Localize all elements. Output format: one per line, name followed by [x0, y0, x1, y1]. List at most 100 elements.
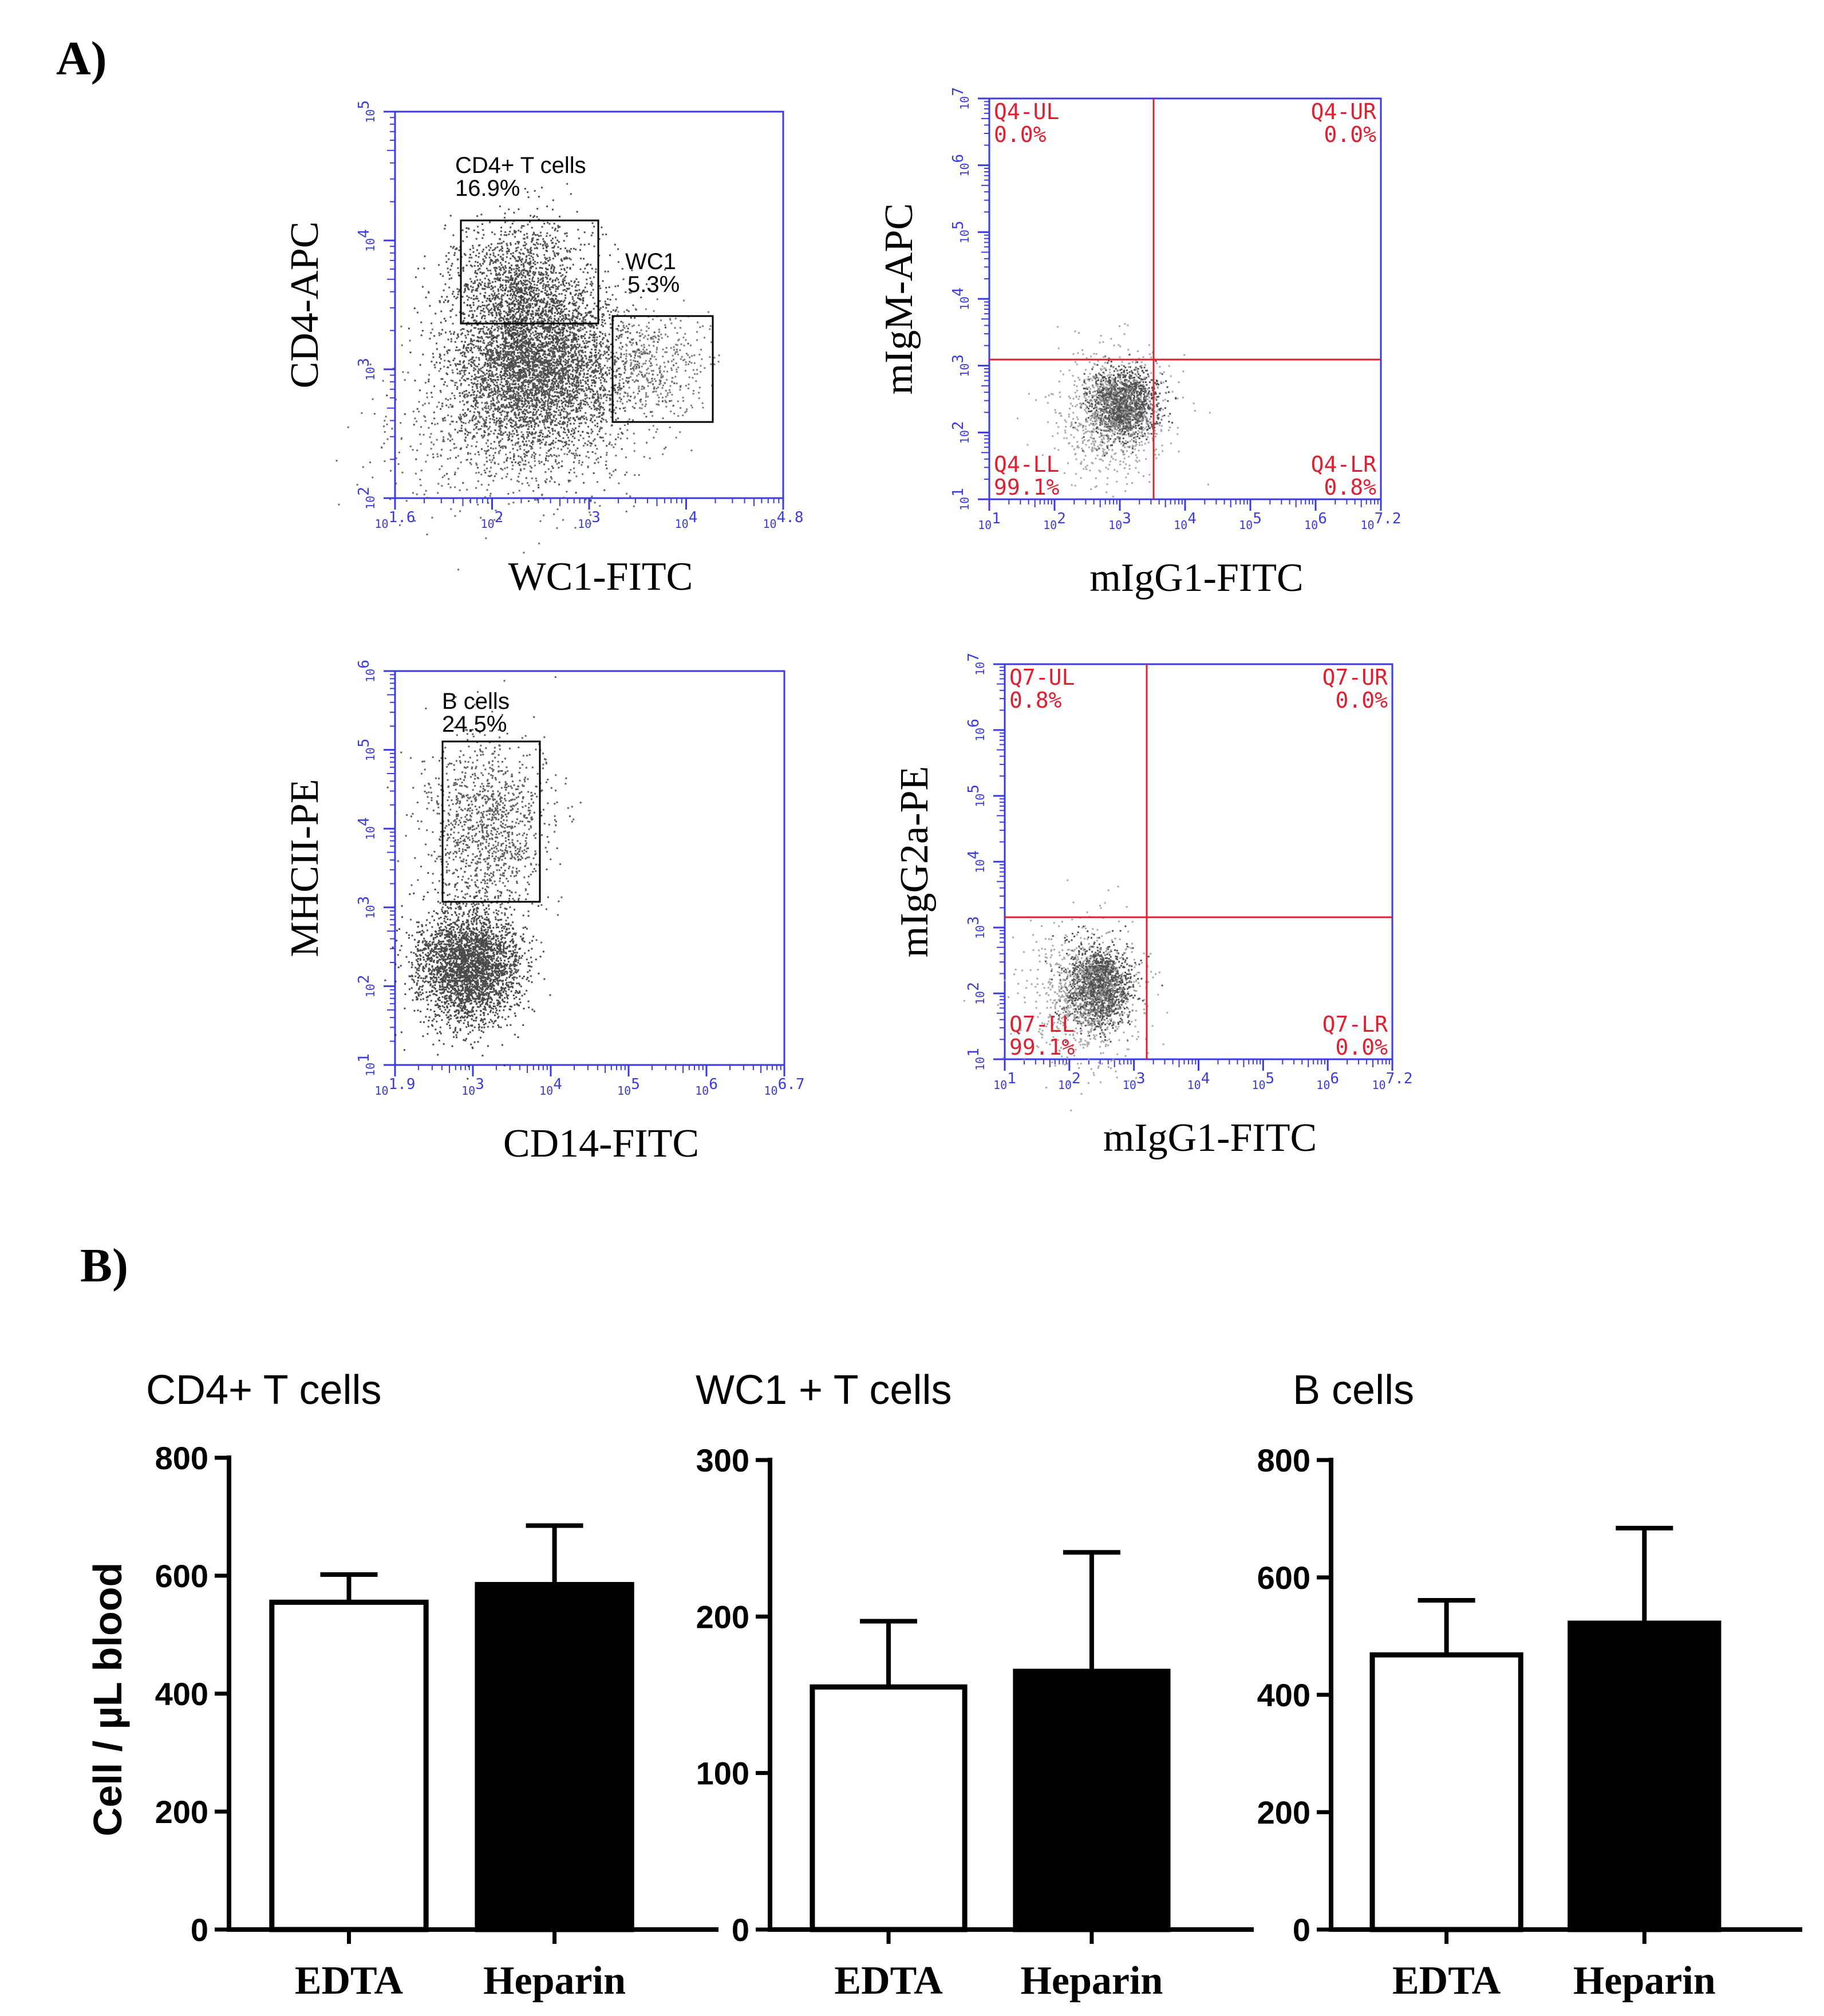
- x-tick-label: 106: [1316, 1070, 1339, 1092]
- bar-edta: [1369, 1652, 1523, 1932]
- quadrant-pct-ul: 0.0%: [994, 122, 1047, 147]
- gate-b-cells: [441, 740, 541, 903]
- y-tick-label: 103: [356, 896, 377, 919]
- y-tick-label: 101: [965, 1048, 987, 1071]
- quadrant-pct-ur: 0.0%: [1335, 688, 1388, 713]
- x-axis-title: mIgG1-FITC: [1103, 1116, 1317, 1160]
- y-tick-label: 800: [1257, 1442, 1310, 1478]
- x-tick-label: 101: [978, 510, 1001, 532]
- y-tick-label: 104: [950, 287, 972, 310]
- x-tick-label: 107.2: [1360, 510, 1401, 532]
- x-axis-title: WC1-FITC: [508, 555, 693, 599]
- bar-chart-bcells: B cells 0 200 400 600 800 EDTA Heparin: [1257, 1367, 1802, 2003]
- x-tick-label: 104: [1174, 510, 1197, 532]
- y-axis-title: MHCII-PE: [283, 779, 327, 957]
- x-tick-label: 105: [1239, 510, 1262, 532]
- y-tick-label: 102: [965, 982, 987, 1005]
- quadrant-label-ll: Q4-LL: [994, 452, 1059, 477]
- panel-label-a: A): [56, 32, 107, 85]
- chart-title: WC1 + T cells: [696, 1367, 952, 1413]
- event-cluster-mhcii-low: [384, 869, 551, 1080]
- x-tick-label: EDTA: [295, 1959, 404, 2003]
- x-tick-label: EDTA: [834, 1959, 943, 2003]
- chart-title: B cells: [1293, 1367, 1414, 1413]
- x-tick-label: 104: [539, 1076, 562, 1098]
- y-tick-label: 105: [356, 739, 377, 762]
- bar-chart-cd4: CD4+ T cells 0 200 400 600 800 Cell / µL blood…: [85, 1367, 718, 2003]
- quadrant-pct-ll: 99.1%: [1009, 1035, 1075, 1060]
- y-tick-label: 101: [950, 488, 972, 511]
- y-tick-label: 106: [965, 719, 987, 741]
- y-tick-label: 400: [1257, 1677, 1310, 1713]
- y-tick-label: 102: [356, 975, 377, 998]
- gate-pct-cd4: 16.9%: [455, 176, 520, 201]
- y-axis-title: CD4-APC: [283, 222, 327, 389]
- y-tick-label: 200: [155, 1794, 208, 1830]
- x-tick-label: 102: [1058, 1070, 1081, 1092]
- flow-plot-mhcii-cd14: 101.9 103 104 105 106 106.7 101 102 103 104 105 106…: [283, 660, 805, 1166]
- bar-heparin: [475, 1581, 634, 1932]
- quadrant-pct-ul: 0.8%: [1009, 688, 1062, 713]
- y-tick-label: 101: [356, 1054, 377, 1076]
- quadrant-pct-lr: 0.8%: [1324, 475, 1376, 500]
- y-tick-label: 200: [696, 1599, 749, 1635]
- y-tick-label: 105: [965, 784, 987, 807]
- bar-edta: [810, 1684, 968, 1932]
- y-tick-label: 103: [965, 916, 987, 939]
- y-tick-label: 104: [965, 850, 987, 873]
- y-tick-label: 107: [950, 87, 972, 110]
- x-tick-label: 104: [1187, 1070, 1210, 1092]
- y-tick-label: 600: [1257, 1560, 1310, 1596]
- y-tick-label: 0: [191, 1912, 208, 1948]
- gate-pct-b-cells: 24.5%: [442, 712, 507, 737]
- x-tick-label: 106: [1304, 510, 1327, 532]
- y-axis-title: mIgM-APC: [877, 203, 921, 394]
- quadrant-pct-ll: 99.1%: [994, 475, 1060, 500]
- event-cluster-cd4: [417, 183, 623, 393]
- y-tick-label: 106: [950, 154, 972, 177]
- quadrant-label-ul: Q7-UL: [1009, 665, 1075, 690]
- quadrant-label-lr: Q4-LR: [1311, 452, 1377, 477]
- x-tick-label: 105: [617, 1076, 640, 1098]
- quadrant-label-ur: Q4-UR: [1311, 99, 1377, 124]
- y-tick-label: 104: [356, 817, 377, 840]
- x-tick-label: 107.2: [1372, 1070, 1412, 1092]
- bar-heparin: [1568, 1620, 1722, 1932]
- gate-cd4-t-cells: [460, 219, 599, 325]
- x-tick-label: 103: [578, 509, 601, 531]
- y-tick-label: 300: [696, 1442, 749, 1478]
- y-tick-label: 102: [950, 421, 972, 444]
- bar-edta: [269, 1599, 429, 1932]
- plot-frame: [394, 670, 785, 1066]
- gate-label-wc1: WC1: [625, 249, 676, 274]
- x-tick-label: 103: [461, 1076, 484, 1098]
- event-cluster-spread: [1016, 323, 1211, 498]
- panel-label-b: B): [80, 1239, 128, 1292]
- y-tick-label: 600: [155, 1558, 208, 1594]
- y-tick-label: 105: [950, 220, 972, 243]
- y-axis-title: mIgG2a-PE: [893, 766, 937, 957]
- x-tick-label: Heparin: [483, 1959, 626, 2003]
- y-tick-label: 100: [696, 1755, 749, 1792]
- x-tick-label: 102: [481, 509, 504, 531]
- quadrant-label-ur: Q7-UR: [1322, 665, 1388, 690]
- x-tick-label: 102: [1043, 510, 1066, 532]
- x-tick-label: 106: [695, 1076, 718, 1098]
- x-tick-label: 101.6: [374, 509, 415, 531]
- x-tick-label: 104: [675, 509, 698, 531]
- gate-label-cd4: CD4+ T cells: [455, 153, 586, 178]
- y-tick-label: 106: [356, 660, 377, 682]
- x-tick-label: Heparin: [1573, 1959, 1716, 2003]
- chart-title: CD4+ T cells: [146, 1367, 382, 1413]
- y-tick-label: 800: [155, 1440, 208, 1476]
- x-tick-label: 104.8: [763, 509, 803, 531]
- x-tick-label: 101.9: [374, 1076, 415, 1098]
- y-tick-label: 104: [356, 229, 377, 252]
- y-tick-label: 107: [965, 653, 987, 676]
- x-tick-label: 105: [1251, 1070, 1274, 1092]
- gate-label-b-cells: B cells: [442, 689, 510, 714]
- x-tick-label: 103: [1108, 510, 1131, 532]
- x-tick-label: EDTA: [1392, 1959, 1501, 2003]
- x-axis-title: mIgG1-FITC: [1089, 556, 1303, 600]
